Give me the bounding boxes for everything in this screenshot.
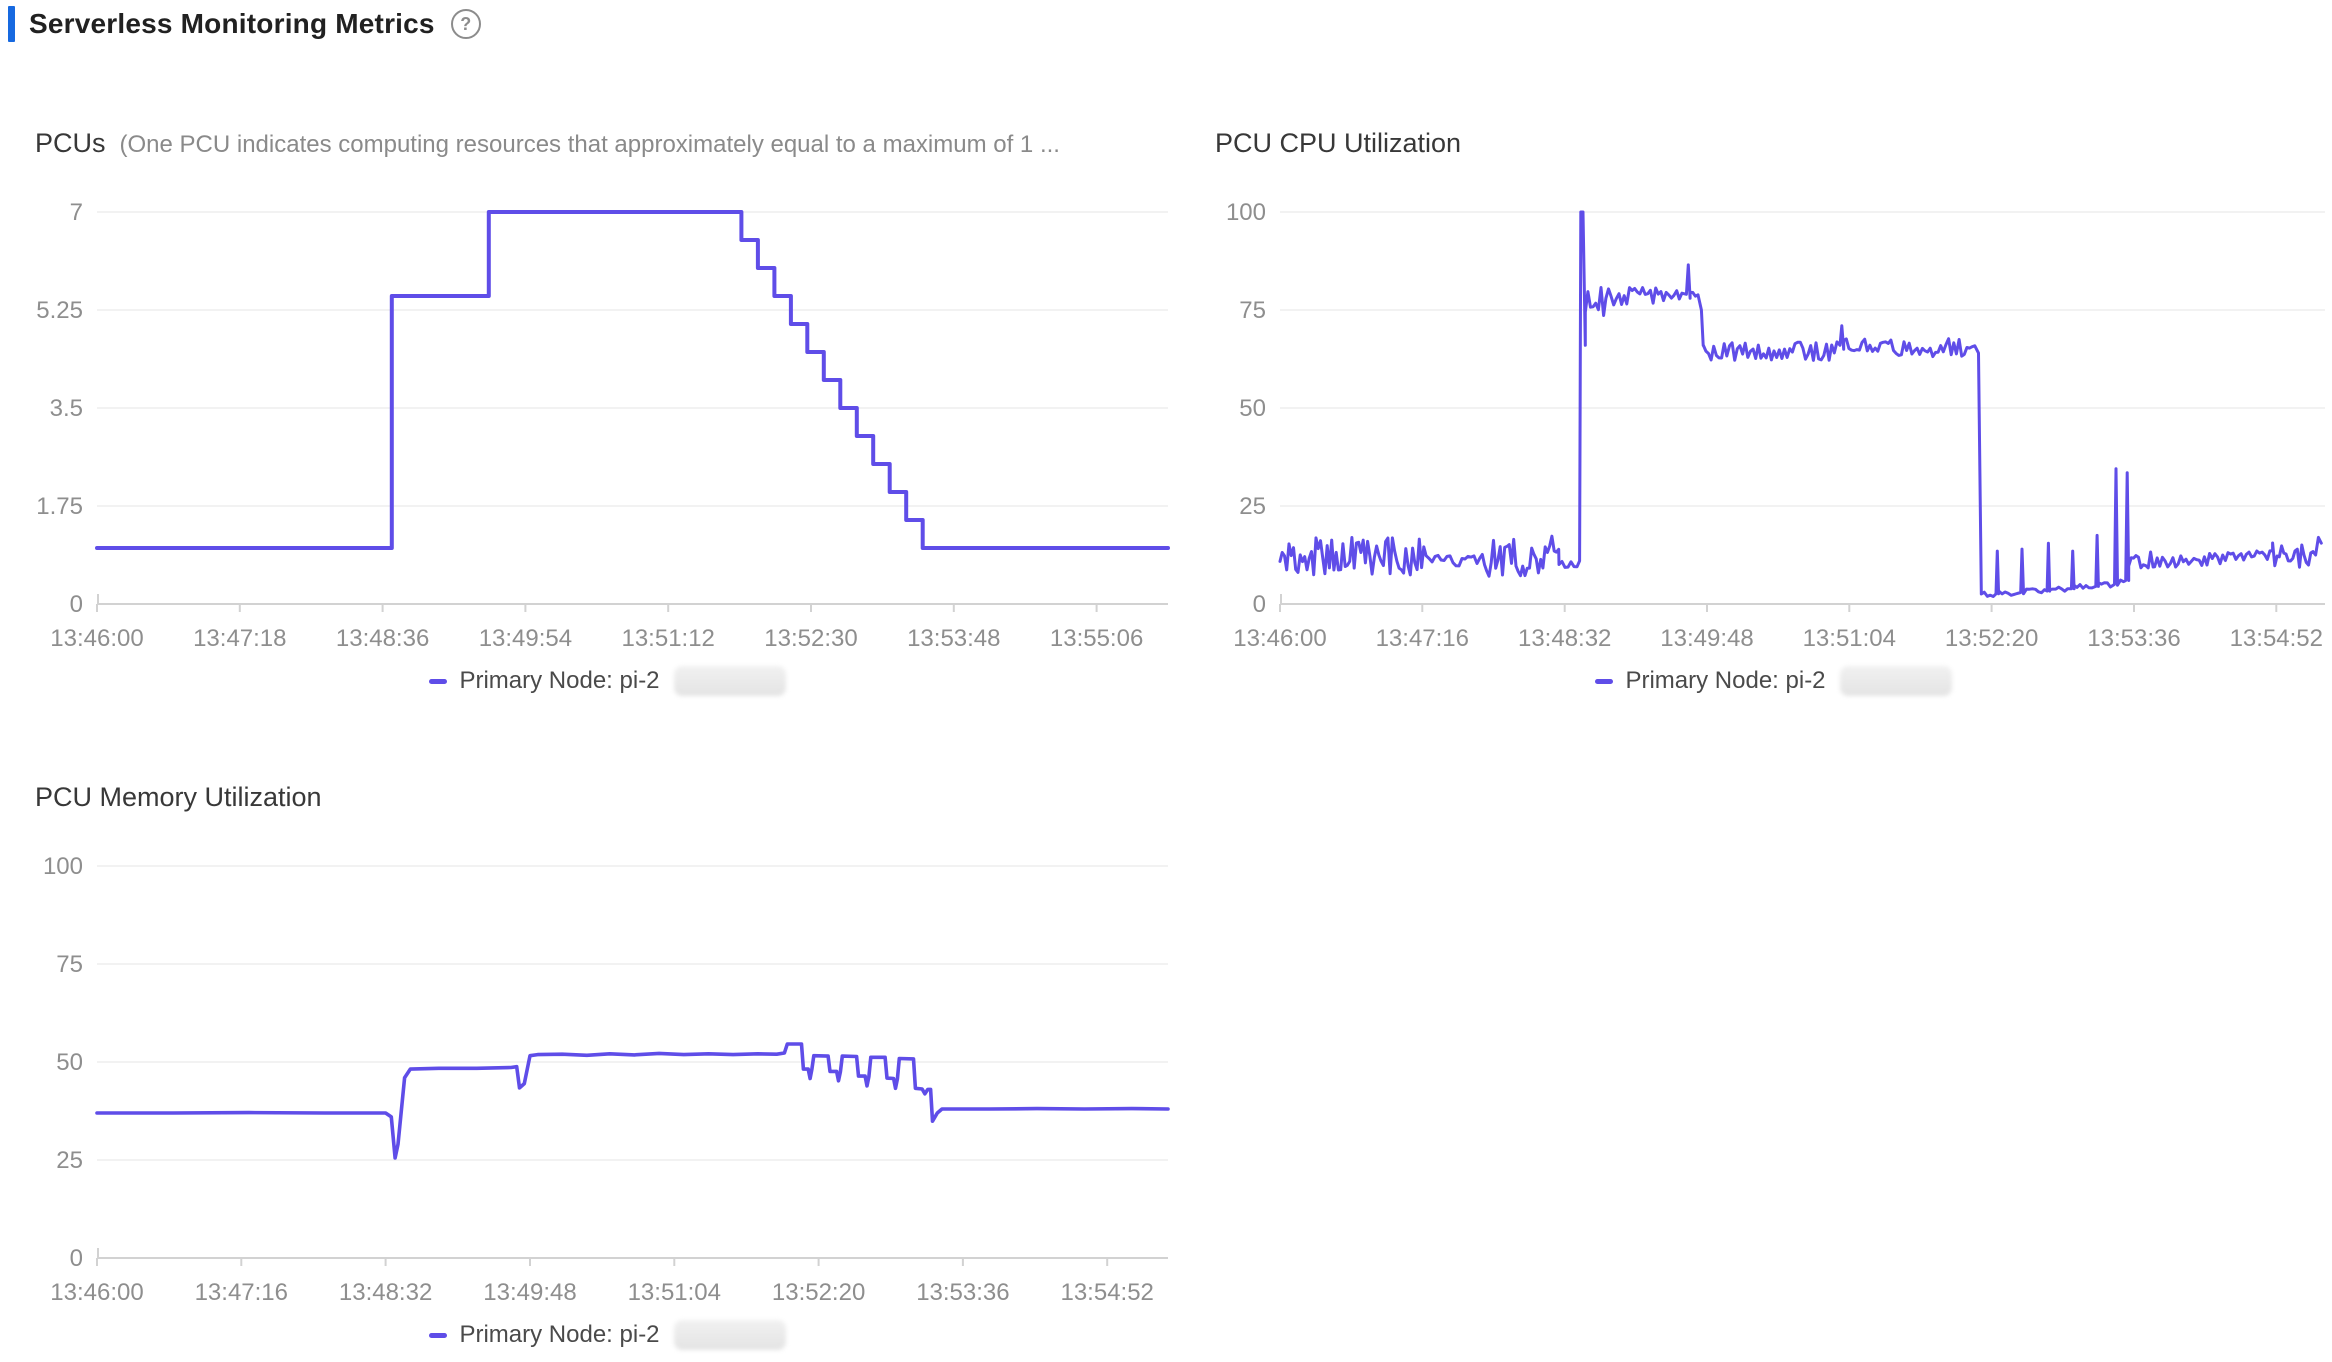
x-tick-label: 13:54:52	[2230, 625, 2323, 652]
memory-chart-legend[interactable]: Primary Node: pi-2	[35, 1318, 1180, 1352]
x-tick-label: 13:46:00	[1233, 625, 1326, 652]
y-tick-label: 0	[70, 1245, 83, 1272]
x-tick-label: 13:52:20	[772, 1279, 865, 1306]
x-tick-label: 13:48:32	[339, 1279, 432, 1306]
memory-utilization-chart: PCU Memory Utilization 0 25 50 75 100 13:46:0…	[35, 782, 1180, 1352]
x-tick-label: 13:51:04	[628, 1279, 721, 1306]
x-tick-label: 13:47:16	[195, 1279, 288, 1306]
x-tick-label: 13:54:52	[1060, 1279, 1153, 1306]
x-tick-label: 13:48:32	[1518, 625, 1611, 652]
memory-chart-title-row: PCU Memory Utilization	[35, 782, 1180, 820]
pcus-chart: PCUs (One PCU indicates computing resour…	[35, 128, 1180, 698]
y-tick-label: 25	[56, 1147, 83, 1174]
x-tick-label: 13:47:16	[1376, 625, 1469, 652]
y-tick-label: 3.5	[50, 395, 83, 422]
x-tick-label: 13:49:48	[1660, 625, 1753, 652]
series-line	[95, 210, 1170, 550]
cpu-chart-plot[interactable]: 0 25 50 75 100 13:46:00 13:47:16 13:48:32 13:49:…	[1215, 172, 2332, 662]
x-tick-label: 13:49:54	[479, 625, 572, 652]
memory-chart-title: PCU Memory Utilization	[35, 782, 322, 812]
y-tick-label: 0	[70, 591, 83, 618]
y-tick-label: 1.75	[36, 493, 83, 520]
x-tick-label: 13:52:30	[764, 625, 857, 652]
x-tick-label: 13:46:00	[50, 625, 143, 652]
y-tick-label: 50	[1239, 395, 1266, 422]
pcus-chart-subtitle: (One PCU indicates computing resources t…	[119, 131, 1060, 158]
series-line	[1278, 210, 2323, 598]
legend-label: Primary Node: pi-2	[1625, 667, 1826, 694]
help-icon[interactable]: ?	[450, 9, 481, 39]
x-tick-label: 13:52:20	[1945, 625, 2038, 652]
legend-label: Primary Node: pi-2	[459, 1321, 660, 1348]
cpu-chart-legend[interactable]: Primary Node: pi-2	[1215, 664, 2332, 698]
series-line	[95, 1042, 1170, 1160]
x-tick-label: 13:48:36	[336, 625, 429, 652]
legend-marker	[1595, 678, 1614, 684]
x-tick-label: 13:49:48	[483, 1279, 576, 1306]
legend-label-redacted	[1839, 666, 1952, 696]
x-tick-label: 13:53:36	[2087, 625, 2180, 652]
y-tick-label: 25	[1239, 493, 1266, 520]
cpu-utilization-chart: PCU CPU Utilization 0 25 50 75 100 13:46:00 13…	[1215, 128, 2332, 698]
page-header: Serverless Monitoring Metrics ?	[8, 6, 481, 42]
y-tick-label: 7	[70, 199, 83, 226]
page-title: Serverless Monitoring Metrics	[29, 8, 435, 39]
legend-marker	[429, 1332, 448, 1338]
x-tick-label: 13:46:00	[50, 1279, 143, 1306]
x-tick-label: 13:51:04	[1803, 625, 1896, 652]
y-tick-label: 100	[1226, 199, 1266, 226]
x-tick-label: 13:51:12	[621, 625, 714, 652]
x-tick-label: 13:55:06	[1050, 625, 1143, 652]
legend-marker	[429, 678, 448, 684]
pcus-chart-plot[interactable]: 0 1.75 3.5 5.25 7 13:46:00 13:47:18 13:48:36 13:…	[35, 172, 1180, 662]
pcus-chart-title-row: PCUs (One PCU indicates computing resour…	[35, 128, 1180, 166]
y-tick-label: 75	[1239, 297, 1266, 324]
y-tick-label: 5.25	[36, 297, 83, 324]
cpu-chart-title: PCU CPU Utilization	[1215, 128, 1462, 158]
legend-label-redacted	[673, 666, 786, 696]
pcus-chart-title: PCUs	[35, 128, 106, 158]
legend-label: Primary Node: pi-2	[459, 667, 660, 694]
x-tick-label: 13:47:18	[193, 625, 286, 652]
y-tick-label: 0	[1253, 591, 1266, 618]
y-tick-label: 75	[56, 951, 83, 978]
y-tick-label: 50	[56, 1049, 83, 1076]
cpu-chart-title-row: PCU CPU Utilization	[1215, 128, 2332, 166]
legend-label-redacted	[673, 1320, 786, 1350]
section-accent-bar	[8, 6, 15, 42]
memory-chart-plot[interactable]: 0 25 50 75 100 13:46:00 13:47:16 13:48:32 13:49:…	[35, 826, 1180, 1316]
pcus-chart-legend[interactable]: Primary Node: pi-2	[35, 664, 1180, 698]
x-tick-label: 13:53:36	[916, 1279, 1009, 1306]
x-tick-label: 13:53:48	[907, 625, 1000, 652]
y-tick-label: 100	[43, 853, 83, 880]
